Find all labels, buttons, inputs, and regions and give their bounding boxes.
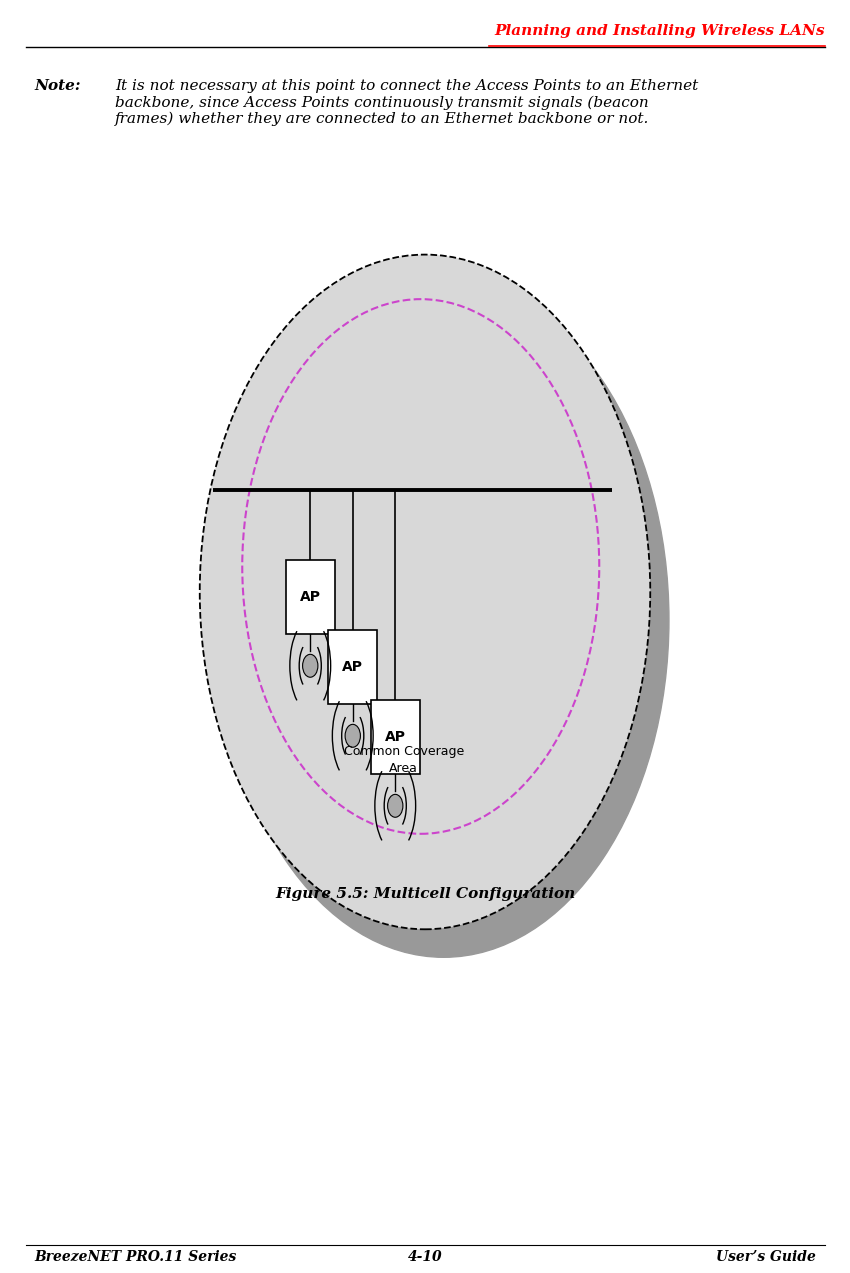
Circle shape xyxy=(200,255,650,929)
Circle shape xyxy=(345,724,360,747)
Text: Planning and Installing Wireless LANs: Planning and Installing Wireless LANs xyxy=(494,24,824,38)
Circle shape xyxy=(388,794,403,817)
FancyBboxPatch shape xyxy=(286,560,335,634)
Text: AP: AP xyxy=(343,661,363,673)
Text: User’s Guide: User’s Guide xyxy=(716,1250,816,1264)
FancyBboxPatch shape xyxy=(371,700,420,774)
Circle shape xyxy=(218,283,669,957)
Text: Common Coverage
Area: Common Coverage Area xyxy=(343,745,464,775)
Circle shape xyxy=(303,654,318,677)
Text: Figure 5.5: Multicell Configuration: Figure 5.5: Multicell Configuration xyxy=(275,887,575,901)
Text: It is not necessary at this point to connect the Access Points to an Ethernet
ba: It is not necessary at this point to con… xyxy=(115,79,698,126)
Text: Note:: Note: xyxy=(34,79,81,93)
Text: AP: AP xyxy=(385,731,405,743)
Text: BreezeNET PRO.11 Series: BreezeNET PRO.11 Series xyxy=(34,1250,236,1264)
FancyBboxPatch shape xyxy=(328,630,377,704)
Text: AP: AP xyxy=(300,591,320,603)
Text: 4-10: 4-10 xyxy=(408,1250,442,1264)
